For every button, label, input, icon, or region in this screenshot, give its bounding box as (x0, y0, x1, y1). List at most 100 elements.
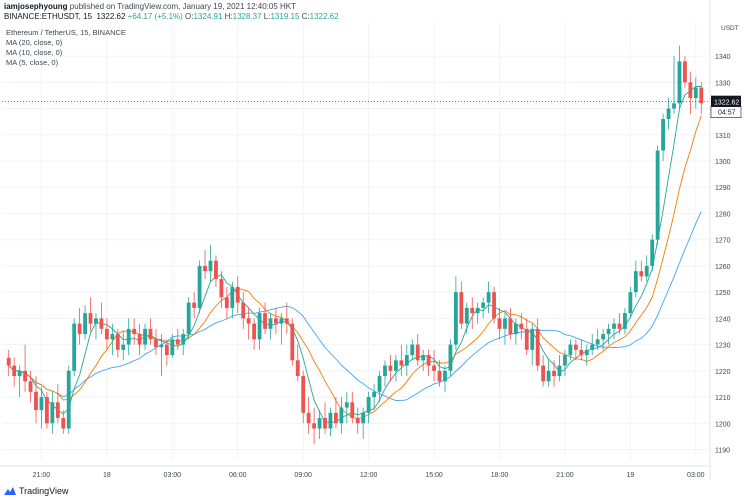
candle-body (699, 87, 704, 104)
candle-body (301, 376, 306, 413)
price-tick-label: 1270 (715, 238, 731, 245)
candle-body (443, 370, 447, 382)
candle-body (492, 292, 496, 319)
candle-body (448, 344, 453, 371)
low-label: L: (263, 12, 271, 21)
time-tick-label: 09:00 (294, 472, 312, 479)
candle-body (12, 365, 17, 377)
candle-body (306, 412, 311, 424)
time-tick-label: 18 (103, 472, 111, 479)
candle-body (203, 265, 207, 272)
candle-body (23, 370, 27, 382)
candle-body (121, 344, 126, 350)
candle-body (39, 397, 44, 411)
candle-body (475, 307, 480, 314)
candle-body (404, 355, 409, 366)
legend-ma20[interactable]: MA (20, close, 0) (6, 38, 63, 47)
candle-body (655, 150, 660, 240)
time-tick-label: 15:00 (425, 472, 443, 479)
candle-body (284, 318, 289, 324)
time-tick-label: 21:00 (556, 472, 574, 479)
candle-body (497, 318, 502, 329)
candle-body (295, 360, 300, 377)
price-tick-label: 1300 (715, 159, 731, 166)
candle-body (481, 302, 486, 308)
candle-body (421, 355, 426, 361)
candle-body (535, 328, 540, 366)
candle-body (688, 82, 693, 99)
publisher-name: iamjosephyoung (4, 2, 68, 11)
ma5-line (8, 86, 702, 423)
candle-body (208, 260, 213, 272)
price-tick-label: 1280 (715, 211, 731, 218)
candle-body (252, 323, 257, 340)
candle-body (126, 328, 131, 345)
candle-body (677, 61, 682, 104)
last-price-tag-label: 1322.62 (714, 100, 739, 107)
candle-body (323, 418, 327, 429)
candle-body (159, 344, 164, 348)
candle-body (214, 260, 218, 280)
candle-body (639, 271, 644, 277)
candle-body (137, 334, 142, 345)
currency-label: USDT (721, 25, 739, 32)
tradingview-brand: TradingView (19, 486, 69, 496)
candle-body (328, 412, 333, 429)
candle-body (519, 323, 524, 329)
close-value: 1322.62 (309, 12, 339, 21)
candle-body (693, 87, 698, 99)
candle-body (393, 360, 398, 371)
candle-body (584, 349, 589, 356)
candle-body (470, 307, 475, 314)
time-tick-label: 19 (626, 472, 634, 479)
legend-ma5[interactable]: MA (5, close, 0) (6, 58, 59, 67)
candle-body (219, 279, 224, 298)
candle-body (606, 328, 611, 335)
candle-body (563, 355, 567, 366)
candle-body (66, 370, 71, 429)
high-value: 1328.37 (232, 12, 262, 21)
candle-body (50, 402, 55, 424)
candle-body (552, 370, 556, 377)
candle-body (170, 339, 175, 356)
candle-body (334, 412, 338, 424)
candle-body (268, 318, 273, 329)
time-tick-label: 03:00 (687, 472, 705, 479)
candle-body (508, 318, 513, 335)
candle-body (28, 381, 33, 392)
candle-body (34, 391, 38, 411)
candle-body (72, 323, 77, 371)
candle-body (154, 339, 158, 348)
candle-body (557, 365, 562, 377)
open-label: O: (185, 12, 194, 21)
candle-body (617, 323, 622, 329)
time-tick-label: 18:00 (491, 472, 509, 479)
candle-body (148, 328, 153, 340)
candle-body (541, 365, 546, 382)
candle-body (181, 334, 186, 345)
candle-body (344, 402, 349, 408)
candle-body (486, 292, 491, 303)
candle-body (573, 344, 578, 350)
candle-body (623, 313, 627, 329)
chart-legend: Ethereum / TetherUS, 15, BINANCE MA (20,… (6, 28, 126, 68)
candle-body (44, 397, 49, 424)
legend-ma10[interactable]: MA (10, close, 0) (6, 48, 63, 57)
candle-body (644, 265, 649, 277)
tradingview-footer[interactable]: TradingView (4, 486, 69, 496)
candle-body (350, 402, 355, 419)
candle-body (666, 108, 671, 120)
candle-body (164, 344, 169, 356)
candle-body (83, 313, 87, 335)
candle-body (426, 355, 431, 366)
price-tick-label: 1240 (715, 316, 731, 323)
symbol-label: BINANCE:ETHUSDT, 15 (4, 12, 93, 21)
candle-body (17, 370, 22, 377)
candle-body (361, 412, 366, 424)
candle-body (410, 344, 415, 356)
time-tick-label: 06:00 (229, 472, 247, 479)
time-tick-label: 12:00 (360, 472, 378, 479)
candle-body (464, 307, 469, 324)
candle-body (612, 323, 616, 329)
